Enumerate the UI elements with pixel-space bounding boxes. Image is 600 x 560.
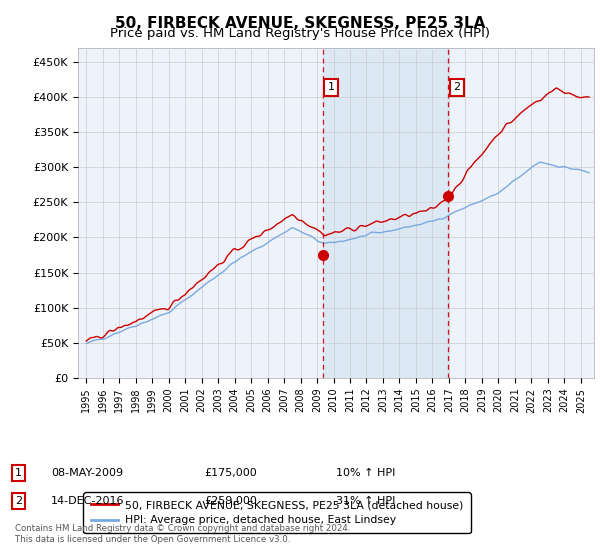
Text: 1: 1 [15,468,22,478]
Text: £175,000: £175,000 [204,468,257,478]
Text: £259,000: £259,000 [204,496,257,506]
Legend: 50, FIRBECK AVENUE, SKEGNESS, PE25 3LA (detached house), HPI: Average price, det: 50, FIRBECK AVENUE, SKEGNESS, PE25 3LA (… [83,492,470,533]
Text: Contains HM Land Registry data © Crown copyright and database right 2024.: Contains HM Land Registry data © Crown c… [15,524,350,533]
Text: 08-MAY-2009: 08-MAY-2009 [51,468,123,478]
Text: 1: 1 [328,82,335,92]
Text: 2: 2 [453,82,460,92]
Text: 50, FIRBECK AVENUE, SKEGNESS, PE25 3LA: 50, FIRBECK AVENUE, SKEGNESS, PE25 3LA [115,16,485,31]
Text: 31% ↑ HPI: 31% ↑ HPI [336,496,395,506]
Text: 10% ↑ HPI: 10% ↑ HPI [336,468,395,478]
Text: This data is licensed under the Open Government Licence v3.0.: This data is licensed under the Open Gov… [15,534,290,544]
Text: 14-DEC-2016: 14-DEC-2016 [51,496,125,506]
Text: Price paid vs. HM Land Registry's House Price Index (HPI): Price paid vs. HM Land Registry's House … [110,27,490,40]
Text: 2: 2 [15,496,22,506]
Bar [323,48,448,378]
